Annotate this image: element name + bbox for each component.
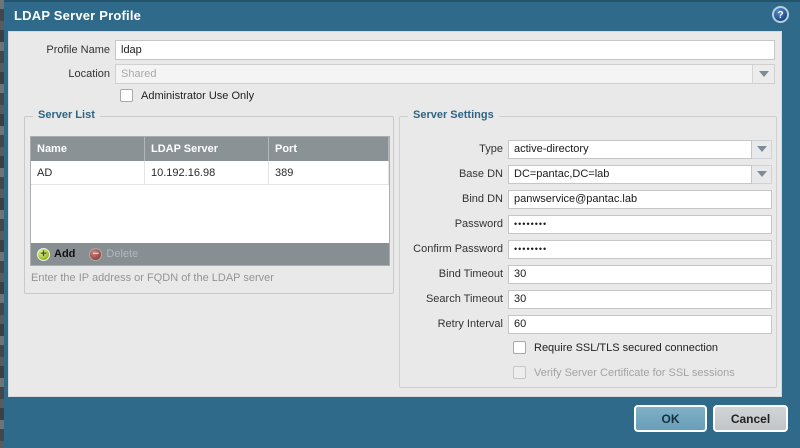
bind-timeout-row: Bind Timeout 30 <box>400 264 772 284</box>
require-ssl-checkbox[interactable] <box>513 341 526 354</box>
server-list-table: Name LDAP Server Port AD 10.192.16.98 38… <box>30 136 390 266</box>
cell-ldap-server: 10.192.16.98 <box>145 161 269 184</box>
ok-button[interactable]: OK <box>634 405 707 432</box>
password-input[interactable]: •••••••• <box>508 214 772 234</box>
bind-dn-input[interactable]: panwservice@pantac.lab <box>508 189 772 209</box>
admin-use-only-row: Administrator Use Only <box>120 89 254 102</box>
table-empty-area <box>31 185 389 243</box>
bind-timeout-label: Bind Timeout <box>438 268 503 280</box>
column-header-port: Port <box>269 137 389 161</box>
table-row[interactable]: AD 10.192.16.98 389 <box>31 161 389 185</box>
cell-name: AD <box>31 161 145 184</box>
type-row: Type active-directory <box>400 139 772 159</box>
profile-name-input[interactable]: ldap <box>115 40 775 60</box>
admin-use-only-checkbox[interactable] <box>120 89 133 102</box>
server-list-legend: Server List <box>33 109 100 121</box>
add-plus-icon: + <box>37 247 50 261</box>
admin-use-only-label: Administrator Use Only <box>141 89 255 102</box>
password-row: Password •••••••• <box>400 214 772 234</box>
confirm-password-input[interactable]: •••••••• <box>508 239 772 259</box>
search-timeout-row: Search Timeout 30 <box>400 289 772 309</box>
delete-button[interactable]: − Delete <box>89 247 139 261</box>
cancel-button[interactable]: Cancel <box>713 405 788 432</box>
dialog-titlebar: LDAP Server Profile ? <box>4 2 800 31</box>
base-dn-dropdown-button[interactable] <box>752 164 772 184</box>
retry-interval-row: Retry Interval 60 <box>400 314 772 334</box>
location-value: Shared <box>121 68 157 80</box>
type-select[interactable]: active-directory <box>508 139 752 159</box>
require-ssl-label: Require SSL/TLS secured connection <box>534 341 719 354</box>
server-settings-fieldset: Server Settings Type active-directory Ba… <box>399 109 777 388</box>
server-list-fieldset: Server List Name LDAP Server Port AD 10.… <box>24 109 394 294</box>
profile-name-row: Profile Name ldap <box>9 40 775 60</box>
server-settings-legend: Server Settings <box>408 109 499 121</box>
server-list-table-header: Name LDAP Server Port <box>31 137 389 161</box>
type-label: Type <box>479 143 503 155</box>
location-select: Shared <box>115 64 775 84</box>
search-timeout-label: Search Timeout <box>425 293 503 305</box>
chevron-down-icon <box>756 146 767 152</box>
bind-dn-label: Bind DN <box>462 193 503 205</box>
location-label: Location <box>68 68 110 80</box>
verify-cert-label: Verify Server Certificate for SSL sessio… <box>534 366 735 379</box>
verify-cert-checkbox <box>513 366 526 379</box>
background-page-edge <box>0 0 5 448</box>
base-dn-row: Base DN DC=pantac,DC=lab <box>400 164 772 184</box>
confirm-password-label: Confirm Password <box>413 243 503 255</box>
delete-minus-icon: − <box>89 247 103 261</box>
confirm-password-row: Confirm Password •••••••• <box>400 239 772 259</box>
bind-timeout-input[interactable]: 30 <box>508 264 772 284</box>
dialog-title: LDAP Server Profile <box>14 8 142 23</box>
retry-interval-input[interactable]: 60 <box>508 314 772 334</box>
add-button[interactable]: + Add <box>37 247 76 261</box>
dialog-body: Profile Name ldap Location Shared Admini… <box>8 31 782 397</box>
password-label: Password <box>454 218 503 230</box>
chevron-down-icon <box>758 71 769 77</box>
help-icon[interactable]: ? <box>772 6 789 23</box>
base-dn-select[interactable]: DC=pantac,DC=lab <box>508 164 752 184</box>
retry-interval-label: Retry Interval <box>437 318 503 330</box>
location-row: Location Shared <box>9 64 775 84</box>
search-timeout-input[interactable]: 30 <box>508 289 772 309</box>
type-dropdown-button[interactable] <box>752 139 772 159</box>
bind-dn-row: Bind DN panwservice@pantac.lab <box>400 189 772 209</box>
column-header-ldap-server: LDAP Server <box>145 137 269 161</box>
verify-cert-row: Verify Server Certificate for SSL sessio… <box>513 366 735 379</box>
profile-name-label: Profile Name <box>46 44 110 56</box>
table-footer-bar: + Add − Delete <box>31 243 389 265</box>
server-list-hint: Enter the IP address or FQDN of the LDAP… <box>31 272 274 284</box>
delete-button-label: Delete <box>106 248 139 260</box>
base-dn-label: Base DN <box>458 168 503 180</box>
add-button-label: Add <box>54 248 76 260</box>
dialog-footer: OK Cancel <box>4 395 800 448</box>
chevron-down-icon <box>756 171 767 177</box>
location-dropdown-button <box>752 65 774 83</box>
column-header-name: Name <box>31 137 145 161</box>
cell-port: 389 <box>269 161 389 184</box>
ldap-server-profile-dialog: LDAP Server Profile ? Profile Name ldap … <box>4 0 800 448</box>
require-ssl-row: Require SSL/TLS secured connection <box>513 341 718 354</box>
